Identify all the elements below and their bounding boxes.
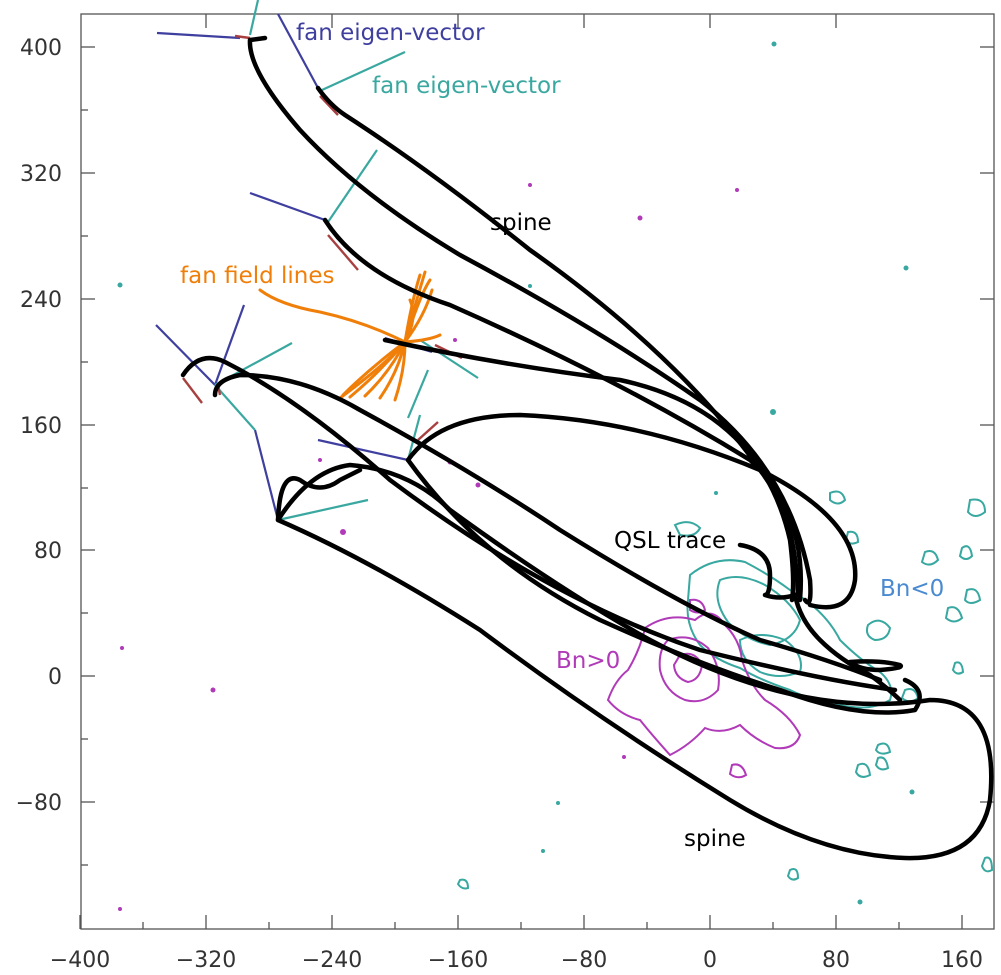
y-tick-label: 400 bbox=[20, 36, 62, 61]
y-tick-label: 160 bbox=[20, 414, 62, 439]
y-tick-label: 320 bbox=[20, 162, 62, 187]
bn-positive-contours bbox=[606, 598, 802, 779]
spine-label-top: spine bbox=[490, 210, 552, 236]
y-tick-label: −80 bbox=[16, 791, 62, 816]
fan-field-lines-label: fan field lines bbox=[180, 263, 335, 289]
fan-eigen-vector-label-2: fan eigen-vector bbox=[372, 73, 561, 99]
bn-negative-dots bbox=[117, 41, 915, 905]
x-tick-label: 0 bbox=[703, 948, 717, 973]
x-tick-label: −80 bbox=[561, 948, 607, 973]
x-tick-label: −400 bbox=[50, 948, 110, 973]
fan-field-lines bbox=[258, 270, 442, 402]
y-tick-label: 240 bbox=[20, 288, 62, 313]
bn-negative-label: Bn<0 bbox=[880, 576, 944, 602]
x-tick-label: 160 bbox=[941, 948, 983, 973]
x-tick-label: −320 bbox=[176, 948, 236, 973]
fan-eigen-vector-label-1: fan eigen-vector bbox=[296, 20, 485, 46]
y-ticks bbox=[81, 46, 994, 866]
x-tick-label: −160 bbox=[428, 948, 488, 973]
y-tick-labels: 400 320 240 160 80 0 −80 bbox=[16, 36, 62, 816]
bn-positive-label: Bn>0 bbox=[556, 648, 620, 674]
plot-frame bbox=[80, 13, 995, 930]
qsl-trace-label: QSL trace bbox=[614, 528, 726, 554]
x-tick-label: −240 bbox=[302, 948, 362, 973]
y-tick-label: 80 bbox=[34, 539, 62, 564]
x-tick-label: 80 bbox=[822, 948, 850, 973]
y-tick-label: 0 bbox=[48, 665, 62, 690]
spine-lines bbox=[180, 35, 994, 861]
x-tick-labels: −400 −320 −240 −160 −80 0 80 160 bbox=[50, 948, 983, 973]
x-ticks bbox=[79, 14, 963, 929]
spine-label-bottom: spine bbox=[684, 826, 746, 852]
